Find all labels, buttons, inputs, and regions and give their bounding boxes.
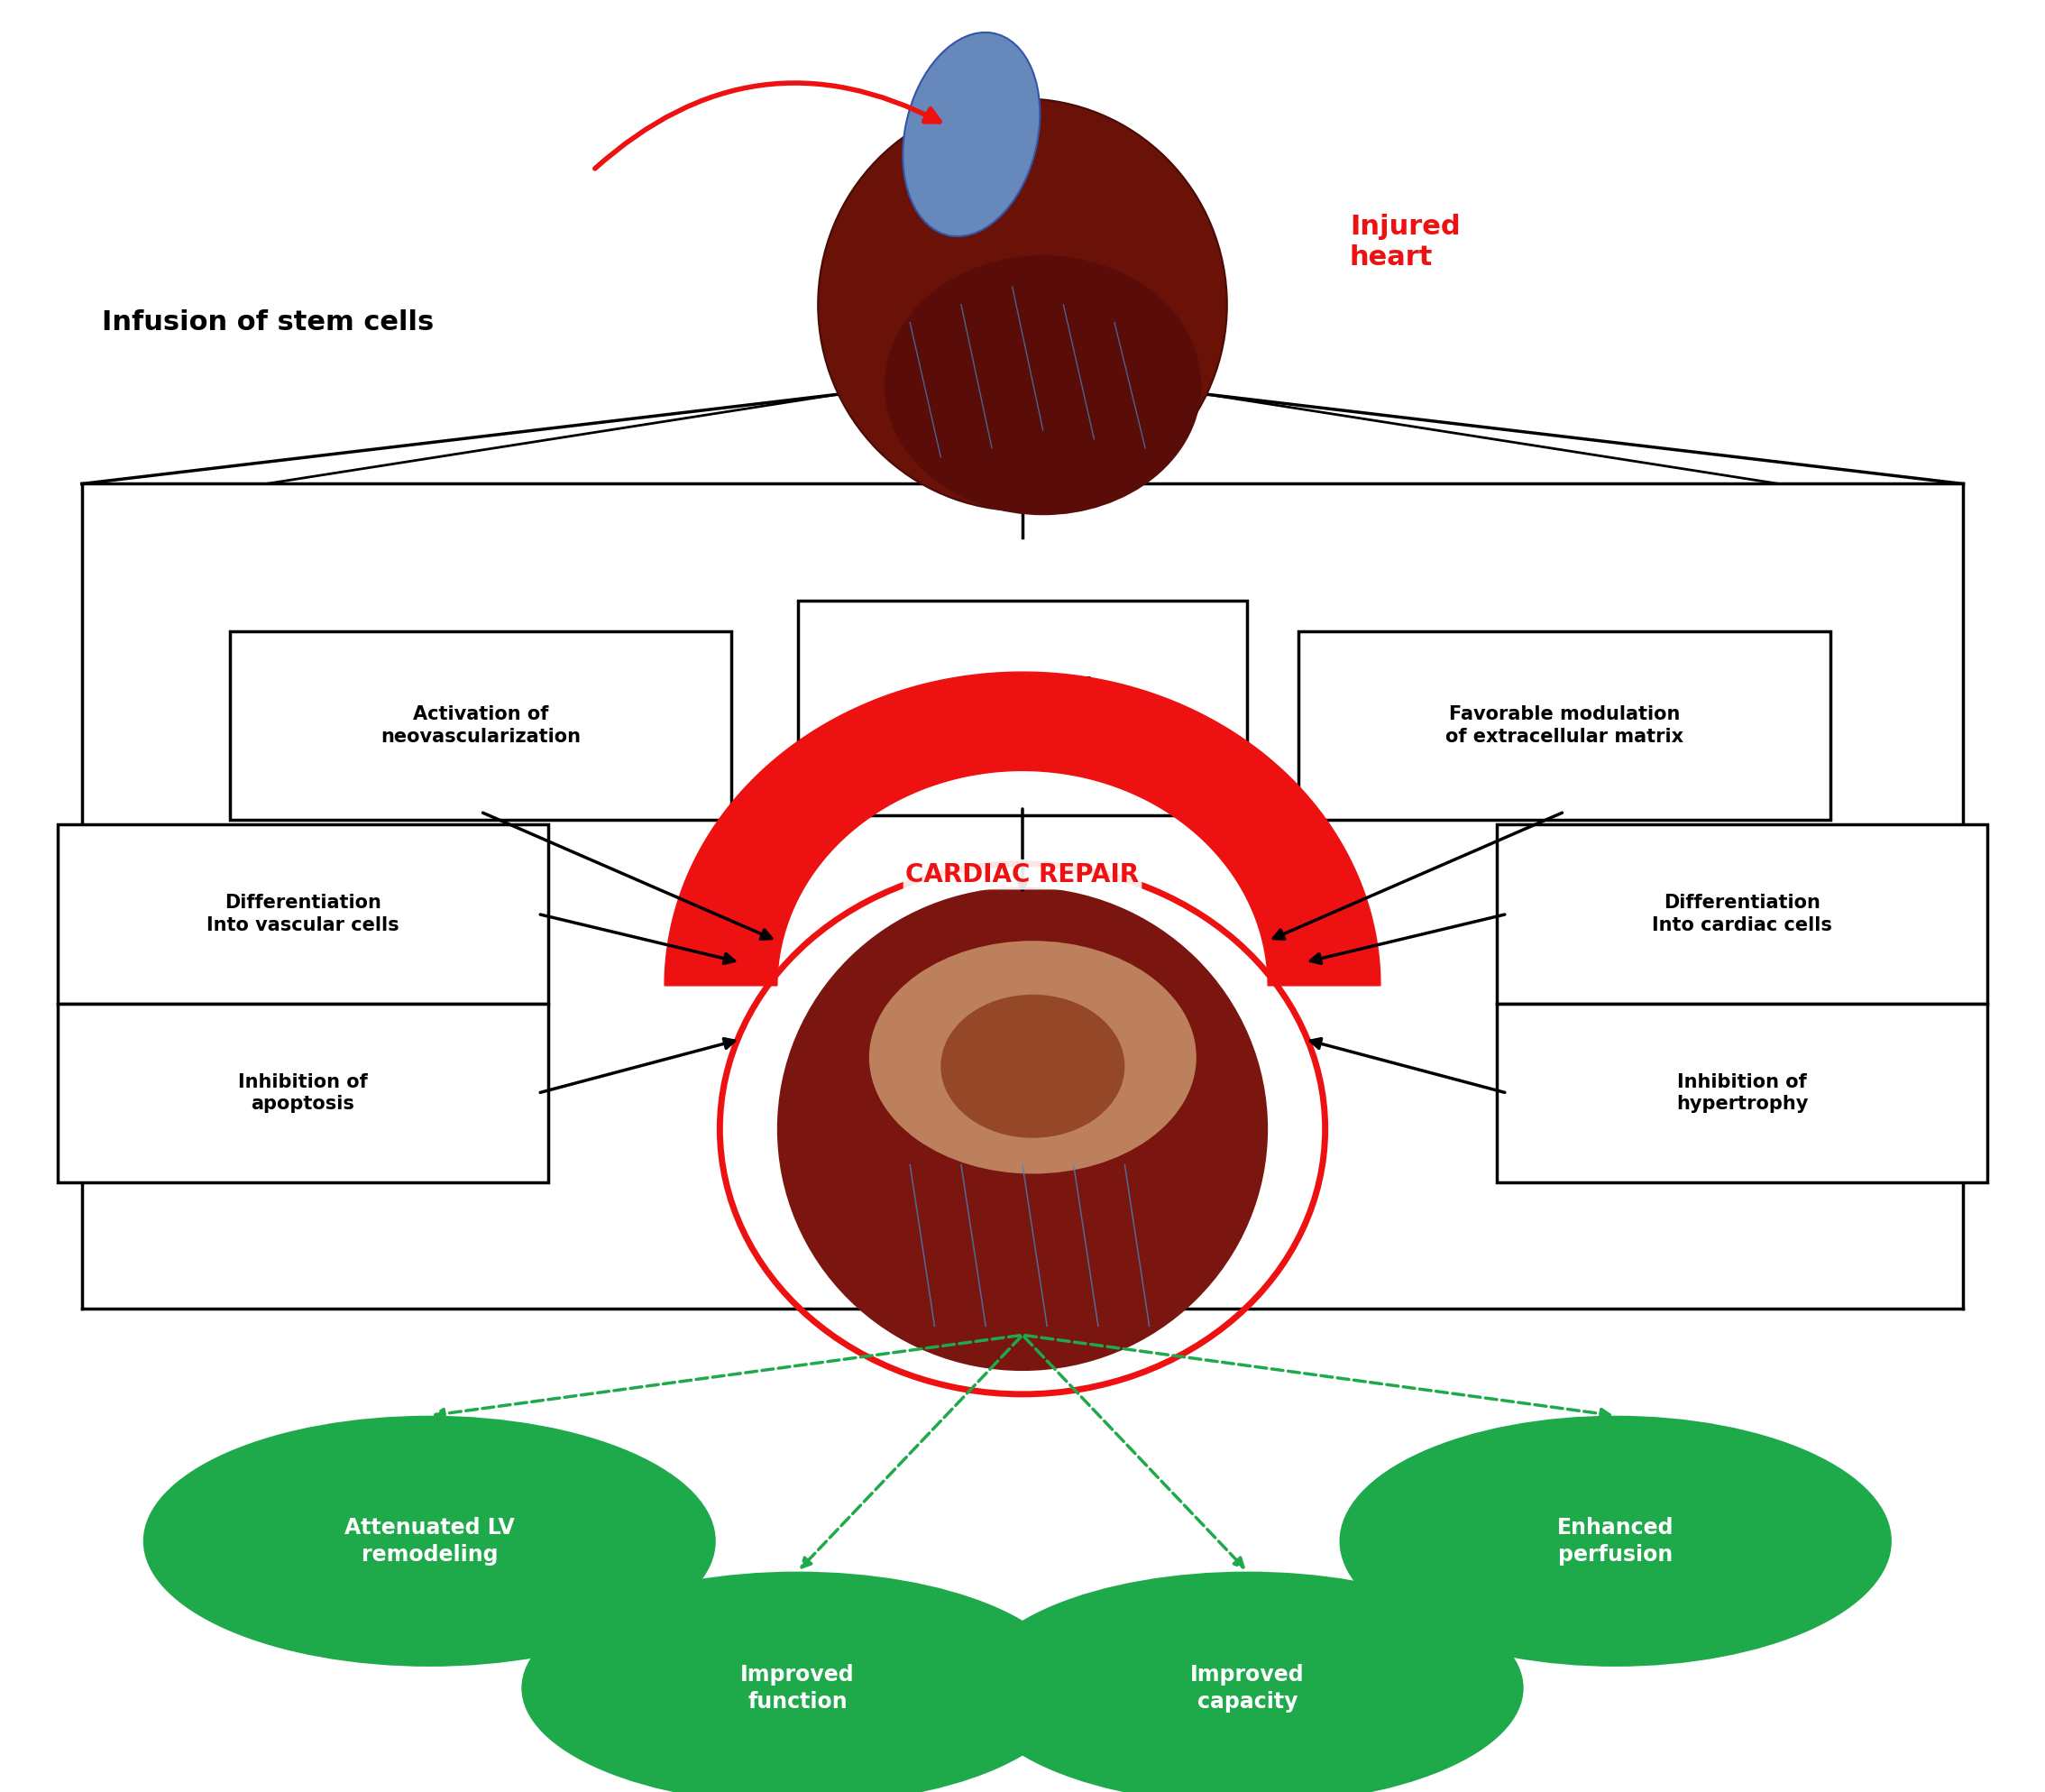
Text: Differentiation
Into vascular cells: Differentiation Into vascular cells <box>207 894 399 934</box>
Ellipse shape <box>971 1572 1524 1792</box>
FancyBboxPatch shape <box>57 1004 548 1183</box>
Text: Inhibition of
hypertrophy: Inhibition of hypertrophy <box>1677 1073 1808 1113</box>
Text: CARDIAC REPAIR: CARDIAC REPAIR <box>906 862 1139 887</box>
Ellipse shape <box>1339 1416 1892 1667</box>
FancyBboxPatch shape <box>798 600 1247 815</box>
Ellipse shape <box>143 1416 716 1667</box>
FancyBboxPatch shape <box>57 824 548 1004</box>
Ellipse shape <box>777 887 1268 1371</box>
Text: Injured
heart: Injured heart <box>1350 213 1460 271</box>
Text: Attenuated LV
remodeling: Attenuated LV remodeling <box>344 1516 515 1566</box>
FancyBboxPatch shape <box>1497 1004 1988 1183</box>
Text: Inhibition of
apoptosis: Inhibition of apoptosis <box>237 1073 368 1113</box>
Text: Enhanced
perfusion: Enhanced perfusion <box>1556 1516 1675 1566</box>
FancyBboxPatch shape <box>1497 824 1988 1004</box>
FancyBboxPatch shape <box>229 633 730 821</box>
Text: Improved
capacity: Improved capacity <box>1190 1663 1305 1713</box>
Ellipse shape <box>902 32 1041 237</box>
Ellipse shape <box>818 99 1227 511</box>
Ellipse shape <box>941 995 1125 1138</box>
Ellipse shape <box>883 256 1202 516</box>
Ellipse shape <box>521 1572 1074 1792</box>
Text: Differentiation
Into cardiac cells: Differentiation Into cardiac cells <box>1652 894 1832 934</box>
Text: Activation of
Endogenous
precursors: Activation of Endogenous precursors <box>955 676 1090 740</box>
Polygon shape <box>665 672 1380 986</box>
Text: Improved
function: Improved function <box>740 1663 855 1713</box>
Ellipse shape <box>869 941 1196 1174</box>
Text: Infusion of stem cells: Infusion of stem cells <box>102 310 434 335</box>
Text: Favorable modulation
of extracellular matrix: Favorable modulation of extracellular ma… <box>1446 706 1683 745</box>
Text: Activation of
neovascularization: Activation of neovascularization <box>380 706 581 745</box>
FancyArrowPatch shape <box>595 82 939 168</box>
FancyBboxPatch shape <box>1299 633 1830 821</box>
